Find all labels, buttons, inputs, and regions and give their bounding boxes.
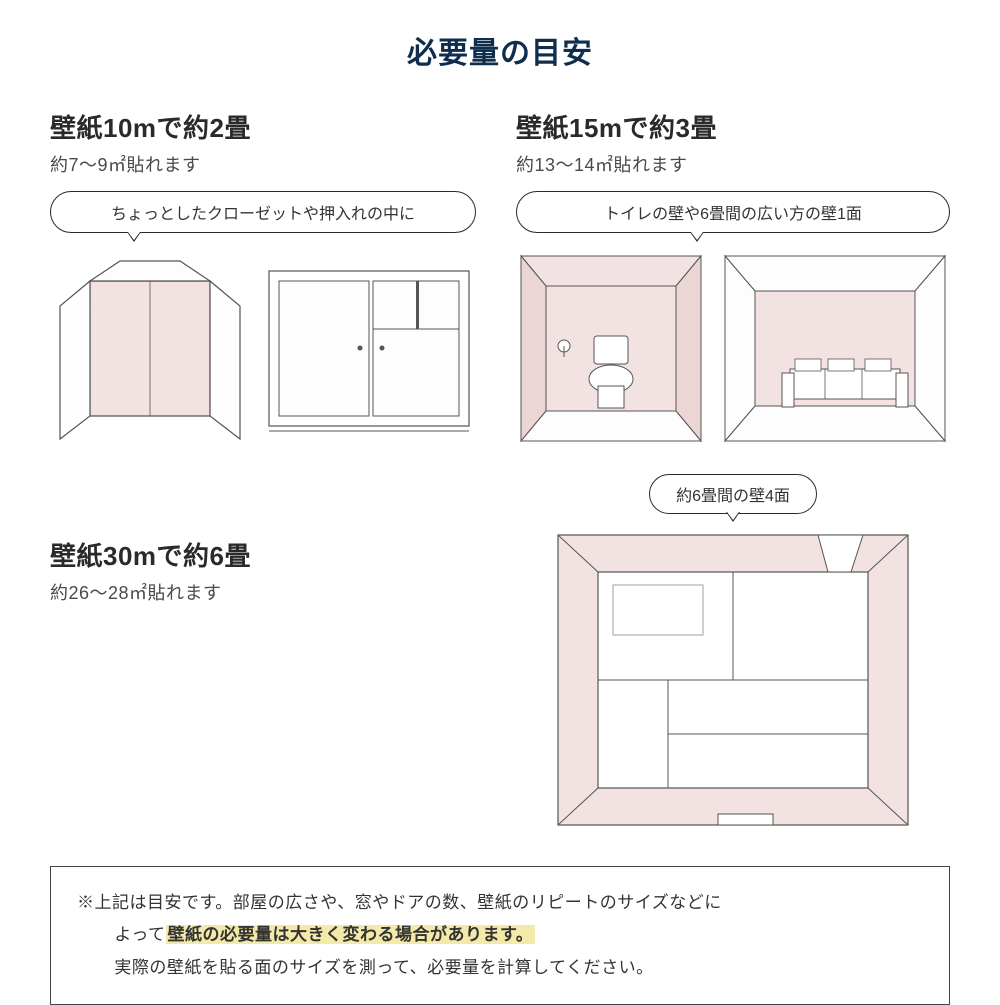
note-line-2: よって壁紙の必要量は大きく変わる場合があります。	[77, 919, 923, 951]
section-30m-bubble: 約6畳間の壁4面	[649, 474, 817, 514]
note-line-2-pre: よって	[114, 925, 165, 944]
closet-open-icon	[50, 251, 250, 441]
closet-sliding-icon	[264, 251, 474, 441]
section-30m-heading: 壁紙30mで約6畳	[50, 536, 476, 573]
section-10m-bubble: ちょっとしたクローゼットや押入れの中に	[50, 191, 476, 233]
section-30m: 壁紙30mで約6畳 約26〜28㎡貼れます	[50, 466, 476, 830]
note-line-3-text: 実際の壁紙を貼る面のサイズを測って、必要量を計算してください。	[114, 958, 653, 977]
section-10m-sub: 約7〜9㎡貼れます	[50, 151, 476, 177]
note-line-3: 実際の壁紙を貼る面のサイズを測って、必要量を計算してください。	[77, 952, 923, 984]
section-15m: 壁紙15mで約3畳 約13〜14㎡貼れます トイレの壁や6畳間の広い方の壁1面	[516, 108, 950, 446]
note-highlight: 壁紙の必要量は大きく変わる場合があります。	[166, 925, 536, 944]
section-30m-visual: 約6畳間の壁4面	[516, 466, 950, 830]
bubble-tail-icon	[690, 232, 704, 242]
living-room-icon	[720, 251, 950, 446]
section-10m: 壁紙10mで約2畳 約7〜9㎡貼れます ちょっとしたクローゼットや押入れの中に	[50, 108, 476, 446]
room-6tatami-icon	[553, 530, 913, 830]
section-15m-bubble: トイレの壁や6畳間の広い方の壁1面	[516, 191, 950, 233]
section-15m-sub: 約13〜14㎡貼れます	[516, 151, 950, 177]
bubble-tail-icon	[726, 512, 740, 522]
section-30m-bubble-label: 約6畳間の壁4面	[676, 488, 790, 505]
section-15m-heading: 壁紙15mで約3畳	[516, 108, 950, 145]
note-box: ※上記は目安です。部屋の広さや、窓やドアの数、壁紙のリピートのサイズなどに よっ…	[50, 866, 950, 1005]
bubble-tail-icon	[127, 232, 141, 242]
guide-grid: 壁紙10mで約2畳 約7〜9㎡貼れます ちょっとしたクローゼットや押入れの中に	[50, 108, 950, 830]
section-10m-heading: 壁紙10mで約2畳	[50, 108, 476, 145]
toilet-room-icon	[516, 251, 706, 446]
section-30m-sub: 約26〜28㎡貼れます	[50, 579, 476, 605]
note-line-1: ※上記は目安です。部屋の広さや、窓やドアの数、壁紙のリピートのサイズなどに	[77, 887, 923, 919]
page-title: 必要量の目安	[50, 0, 950, 72]
